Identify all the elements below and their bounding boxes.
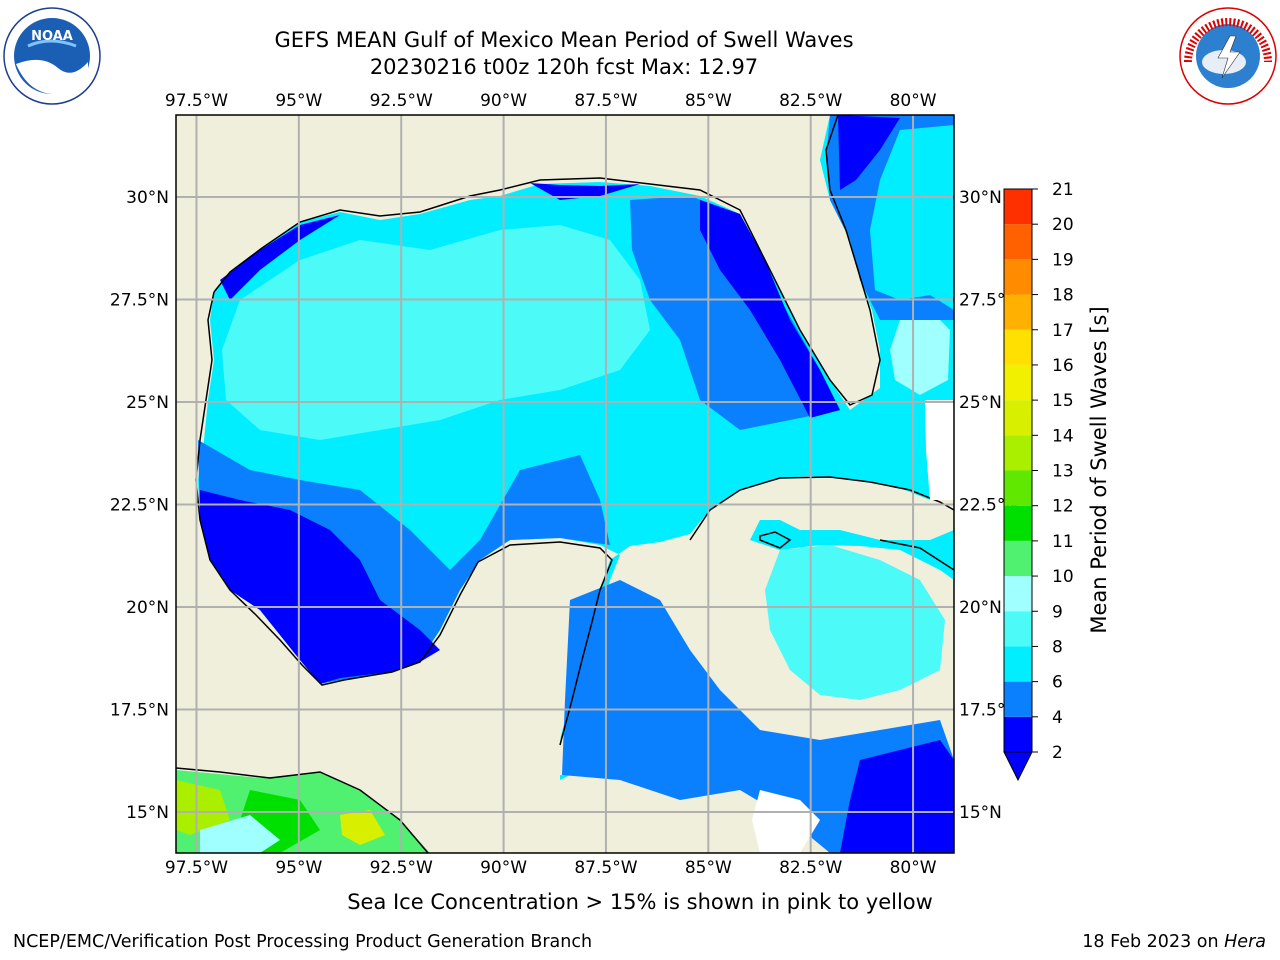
credit-date: 18 Feb 2023 on — [1082, 932, 1225, 952]
credit-machine: Hera — [1224, 932, 1266, 952]
lat-labels-right: 30°N 27.5°N 25°N 22.5°N 20°N 17.5°N 15°N — [959, 188, 1018, 823]
colorbar-segment — [1004, 294, 1032, 330]
gridlines — [176, 115, 954, 853]
lat-labels-left: 30°N 27.5°N 25°N 22.5°N 20°N 17.5°N 15°N — [110, 188, 169, 823]
lon-label-bottom: 95°W — [275, 858, 322, 878]
colorbar-tick-label: 10 — [1052, 567, 1074, 587]
colorbar-tick-label: 6 — [1052, 673, 1063, 693]
lon-label-bottom: 82.5°W — [779, 858, 842, 878]
colorbar-segment — [1004, 576, 1032, 612]
colorbar-segment — [1004, 189, 1032, 225]
lon-labels-bottom: 97.5°W 95°W 92.5°W 90°W 87.5°W 85°W 82.5°W 80°W — [165, 858, 937, 878]
lat-label-right: 20°N — [959, 598, 1002, 618]
lon-label-bottom: 87.5°W — [574, 858, 637, 878]
colorbar-segment — [1004, 435, 1032, 471]
lat-label-right: 22.5°N — [959, 496, 1018, 516]
colorbar-segment — [1004, 716, 1032, 752]
nws-logo — [1179, 7, 1277, 105]
colorbar-tick-label: 12 — [1052, 497, 1074, 517]
lon-label-top: 95°W — [275, 91, 322, 111]
lat-label-left: 27.5°N — [110, 291, 169, 311]
lon-label-top: 82.5°W — [779, 91, 842, 111]
colorbar-tick-label: 9 — [1052, 602, 1063, 622]
credit-right: 18 Feb 2023 on Hera — [1082, 932, 1266, 952]
colorbar-segment — [1004, 224, 1032, 260]
colorbar-segment — [1004, 400, 1032, 436]
swell-dark-north-gulf — [530, 183, 640, 200]
colorbar-tick-label: 16 — [1052, 356, 1074, 376]
colorbar-tick-label: 13 — [1052, 462, 1074, 482]
colorbar-tick-label: 8 — [1052, 637, 1063, 657]
lat-label-left: 30°N — [126, 188, 169, 208]
swell-patch-8 — [222, 225, 650, 440]
chart-subtitle: 20230216 t00z 120h fcst Max: 12.97 — [369, 55, 759, 79]
colorbar-tick-label: 19 — [1052, 250, 1074, 270]
swell-dark-nw-gulf — [220, 215, 340, 300]
lon-label-top: 92.5°W — [370, 91, 433, 111]
nodata-caribbean — [752, 790, 820, 853]
lon-label-bottom: 97.5°W — [165, 858, 228, 878]
colorbar-segment — [1004, 364, 1032, 401]
pacific-swell-13 — [340, 810, 385, 845]
colorbar-segment — [1004, 540, 1032, 577]
colorbar-under-arrow — [1003, 751, 1033, 782]
chart-title: GEFS MEAN Gulf of Mexico Mean Period of … — [274, 28, 854, 52]
colorbar-tick-label: 2 — [1052, 743, 1063, 763]
lat-label-left: 20°N — [126, 598, 169, 618]
pacific-swell-12 — [176, 780, 230, 835]
colorbar-segment — [1004, 646, 1032, 682]
lat-label-left: 17.5°N — [110, 701, 169, 721]
lat-label-right: 30°N — [959, 188, 1002, 208]
noaa-logo-text: NOAA — [31, 29, 73, 44]
credit-left: NCEP/EMC/Verification Post Processing Pr… — [13, 932, 593, 952]
lat-label-left: 25°N — [126, 393, 169, 413]
lon-label-bottom: 85°W — [685, 858, 732, 878]
lon-label-top: 80°W — [890, 91, 937, 111]
lon-label-bottom: 90°W — [480, 858, 527, 878]
lat-label-right: 25°N — [959, 393, 1002, 413]
swell-dark-west-florida — [700, 200, 840, 418]
map-frame — [175, 114, 955, 854]
lat-label-right: 17.5°N — [959, 701, 1018, 721]
swell-patch-9 — [890, 310, 950, 395]
colorbar-tick-label: 18 — [1052, 286, 1074, 306]
lon-label-top: 97.5°W — [165, 91, 228, 111]
colorbar: 2 4 6 8 9 10 11 12 13 14 15 16 17 18 19 20 21 — [1003, 180, 1074, 782]
colorbar-segment — [1004, 470, 1032, 506]
colorbar-label: Mean Period of Swell Waves [s] — [1087, 306, 1111, 633]
colorbar-segment — [1004, 329, 1032, 365]
lon-label-top: 87.5°W — [574, 91, 637, 111]
lat-label-right: 15°N — [959, 803, 1002, 823]
colorbar-tick-label: 20 — [1052, 215, 1074, 235]
lon-label-top: 85°W — [685, 91, 732, 111]
ice-note: Sea Ice Concentration > 15% is shown in … — [347, 890, 933, 914]
lon-label-bottom: 80°W — [890, 858, 937, 878]
pacific-swell-9 — [200, 815, 280, 853]
noaa-logo: NOAA — [3, 7, 101, 105]
lat-label-right: 27.5°N — [959, 291, 1018, 311]
swell-dark-caribbean-se — [840, 740, 954, 853]
colorbar-segment — [1004, 259, 1032, 295]
colorbar-tick-label: 4 — [1052, 708, 1063, 728]
lon-label-top: 90°W — [480, 91, 527, 111]
swell-dark-campeche — [200, 490, 440, 684]
colorbar-tick-label: 14 — [1052, 426, 1074, 446]
colorbar-segment — [1004, 611, 1032, 647]
colorbar-tick-label: 17 — [1052, 321, 1074, 341]
colorbar-tick-label: 11 — [1052, 532, 1074, 552]
colorbar-segment — [1004, 505, 1032, 541]
map-area — [176, 115, 954, 853]
swell-dark-atlantic — [838, 115, 900, 190]
colorbar-tick-label: 21 — [1052, 180, 1074, 200]
lon-labels-top: 97.5°W 95°W 92.5°W 90°W 87.5°W 85°W 82.5°W 80°W — [165, 91, 937, 111]
lat-label-left: 22.5°N — [110, 496, 169, 516]
nodata-east — [925, 400, 954, 500]
colorbar-segment — [1004, 681, 1032, 717]
lat-label-left: 15°N — [126, 803, 169, 823]
colorbar-tick-label: 15 — [1052, 391, 1074, 411]
lon-label-bottom: 92.5°W — [370, 858, 433, 878]
